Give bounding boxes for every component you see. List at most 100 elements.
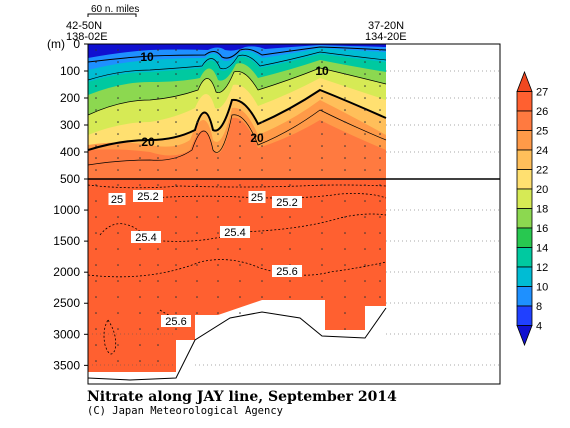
station-dot: [364, 49, 366, 51]
colorbar-segment: [516, 286, 533, 307]
station-dot: [364, 121, 366, 123]
station-dot: [117, 344, 119, 346]
station-dot: [321, 184, 323, 186]
station-dot: [344, 248, 346, 250]
station-dot: [196, 121, 198, 123]
contour-10: [88, 46, 387, 63]
colorbar-segment: [516, 169, 533, 190]
station-dot: [261, 85, 263, 87]
station-dot: [289, 184, 291, 186]
station-dot: [157, 169, 159, 171]
station-dot: [239, 73, 241, 75]
station-dot: [379, 49, 381, 51]
y-tick-label: 1500: [53, 234, 80, 248]
y-tick-label: 3500: [53, 358, 80, 372]
station-dot: [321, 73, 323, 75]
station-dot: [95, 49, 97, 51]
station-dot: [364, 157, 366, 159]
station-dot: [217, 184, 219, 186]
colorbar-segment: [516, 149, 533, 170]
station-dot: [321, 109, 323, 111]
colorbar-label: 20: [536, 184, 548, 196]
station-dot: [261, 169, 263, 171]
station-dot: [217, 169, 219, 171]
station-dot: [379, 121, 381, 123]
station-dot: [139, 312, 141, 314]
contour-label-bg: [133, 190, 163, 202]
station-dot: [117, 169, 119, 171]
colorbar-segment: [516, 70, 533, 92]
station-dot: [379, 264, 381, 266]
station-dot: [157, 109, 159, 111]
station-dot: [261, 264, 263, 266]
station-dot: [175, 296, 177, 298]
station-dot: [175, 61, 177, 63]
station-dot: [157, 344, 159, 346]
station-dot: [261, 280, 263, 282]
contour-label: 20: [250, 131, 264, 145]
left-station-lat: 42-50N: [66, 20, 102, 32]
station-dot: [261, 248, 263, 250]
station-dot: [157, 328, 159, 330]
station-dot: [95, 280, 97, 282]
contour-label: 25.4: [224, 227, 245, 239]
station-dot: [196, 133, 198, 135]
station-dot: [157, 248, 159, 250]
station-dot: [175, 184, 177, 186]
station-dot: [139, 97, 141, 99]
colorbar-label: 16: [536, 223, 548, 235]
station-dot: [117, 73, 119, 75]
station-dot: [364, 296, 366, 298]
station-dot: [117, 216, 119, 218]
station-dot: [239, 97, 241, 99]
station-dot: [175, 200, 177, 202]
y-tick-label: 200: [60, 91, 80, 105]
station-dot: [289, 97, 291, 99]
chart-credit: (C) Japan Meteorological Agency: [87, 405, 283, 417]
station-dot: [196, 97, 198, 99]
station-dot: [217, 232, 219, 234]
station-dot: [239, 296, 241, 298]
station-dot: [321, 169, 323, 171]
station-dot: [175, 280, 177, 282]
station-dot: [289, 296, 291, 298]
lower-panel-fill: [88, 179, 386, 372]
station-dot: [95, 145, 97, 147]
station-dot: [289, 73, 291, 75]
station-dot: [95, 344, 97, 346]
station-dot: [157, 296, 159, 298]
station-dot: [139, 49, 141, 51]
colorbar-segment: [516, 208, 533, 229]
colorbar-label: 25: [536, 126, 548, 138]
station-dot: [344, 184, 346, 186]
contour-labels: 10 10 20 20 25 25.2 25 25.2 25.4 25.4 25.6 25.6: [108, 50, 329, 328]
station-dot: [239, 121, 241, 123]
station-dot: [289, 248, 291, 250]
colorbar-label: 12: [536, 262, 548, 274]
station-dot: [95, 121, 97, 123]
station-dot: [289, 85, 291, 87]
station-dot: [344, 264, 346, 266]
station-dot: [217, 280, 219, 282]
station-dot: [117, 97, 119, 99]
station-dot: [261, 73, 263, 75]
station-dot: [239, 169, 241, 171]
colorbar: 27 26 25 24 22 20 18 16 14 12 10 8 4: [516, 70, 548, 347]
station-dot: [364, 97, 366, 99]
station-dot: [175, 145, 177, 147]
station-dot: [196, 169, 198, 171]
station-dot: [321, 280, 323, 282]
colorbar-segment: [516, 247, 533, 268]
station-dot: [344, 73, 346, 75]
station-dot: [139, 248, 141, 250]
station-dot: [175, 169, 177, 171]
station-dot: [95, 97, 97, 99]
lower-y-axis: 1000 1500 2000 2500 3000 3500: [53, 203, 88, 372]
station-dot: [196, 157, 198, 159]
station-dot: [157, 85, 159, 87]
station-dot: [321, 121, 323, 123]
station-dot: [139, 344, 141, 346]
contour-label: 25.2: [137, 191, 158, 203]
station-dot: [364, 73, 366, 75]
station-dot: [95, 216, 97, 218]
